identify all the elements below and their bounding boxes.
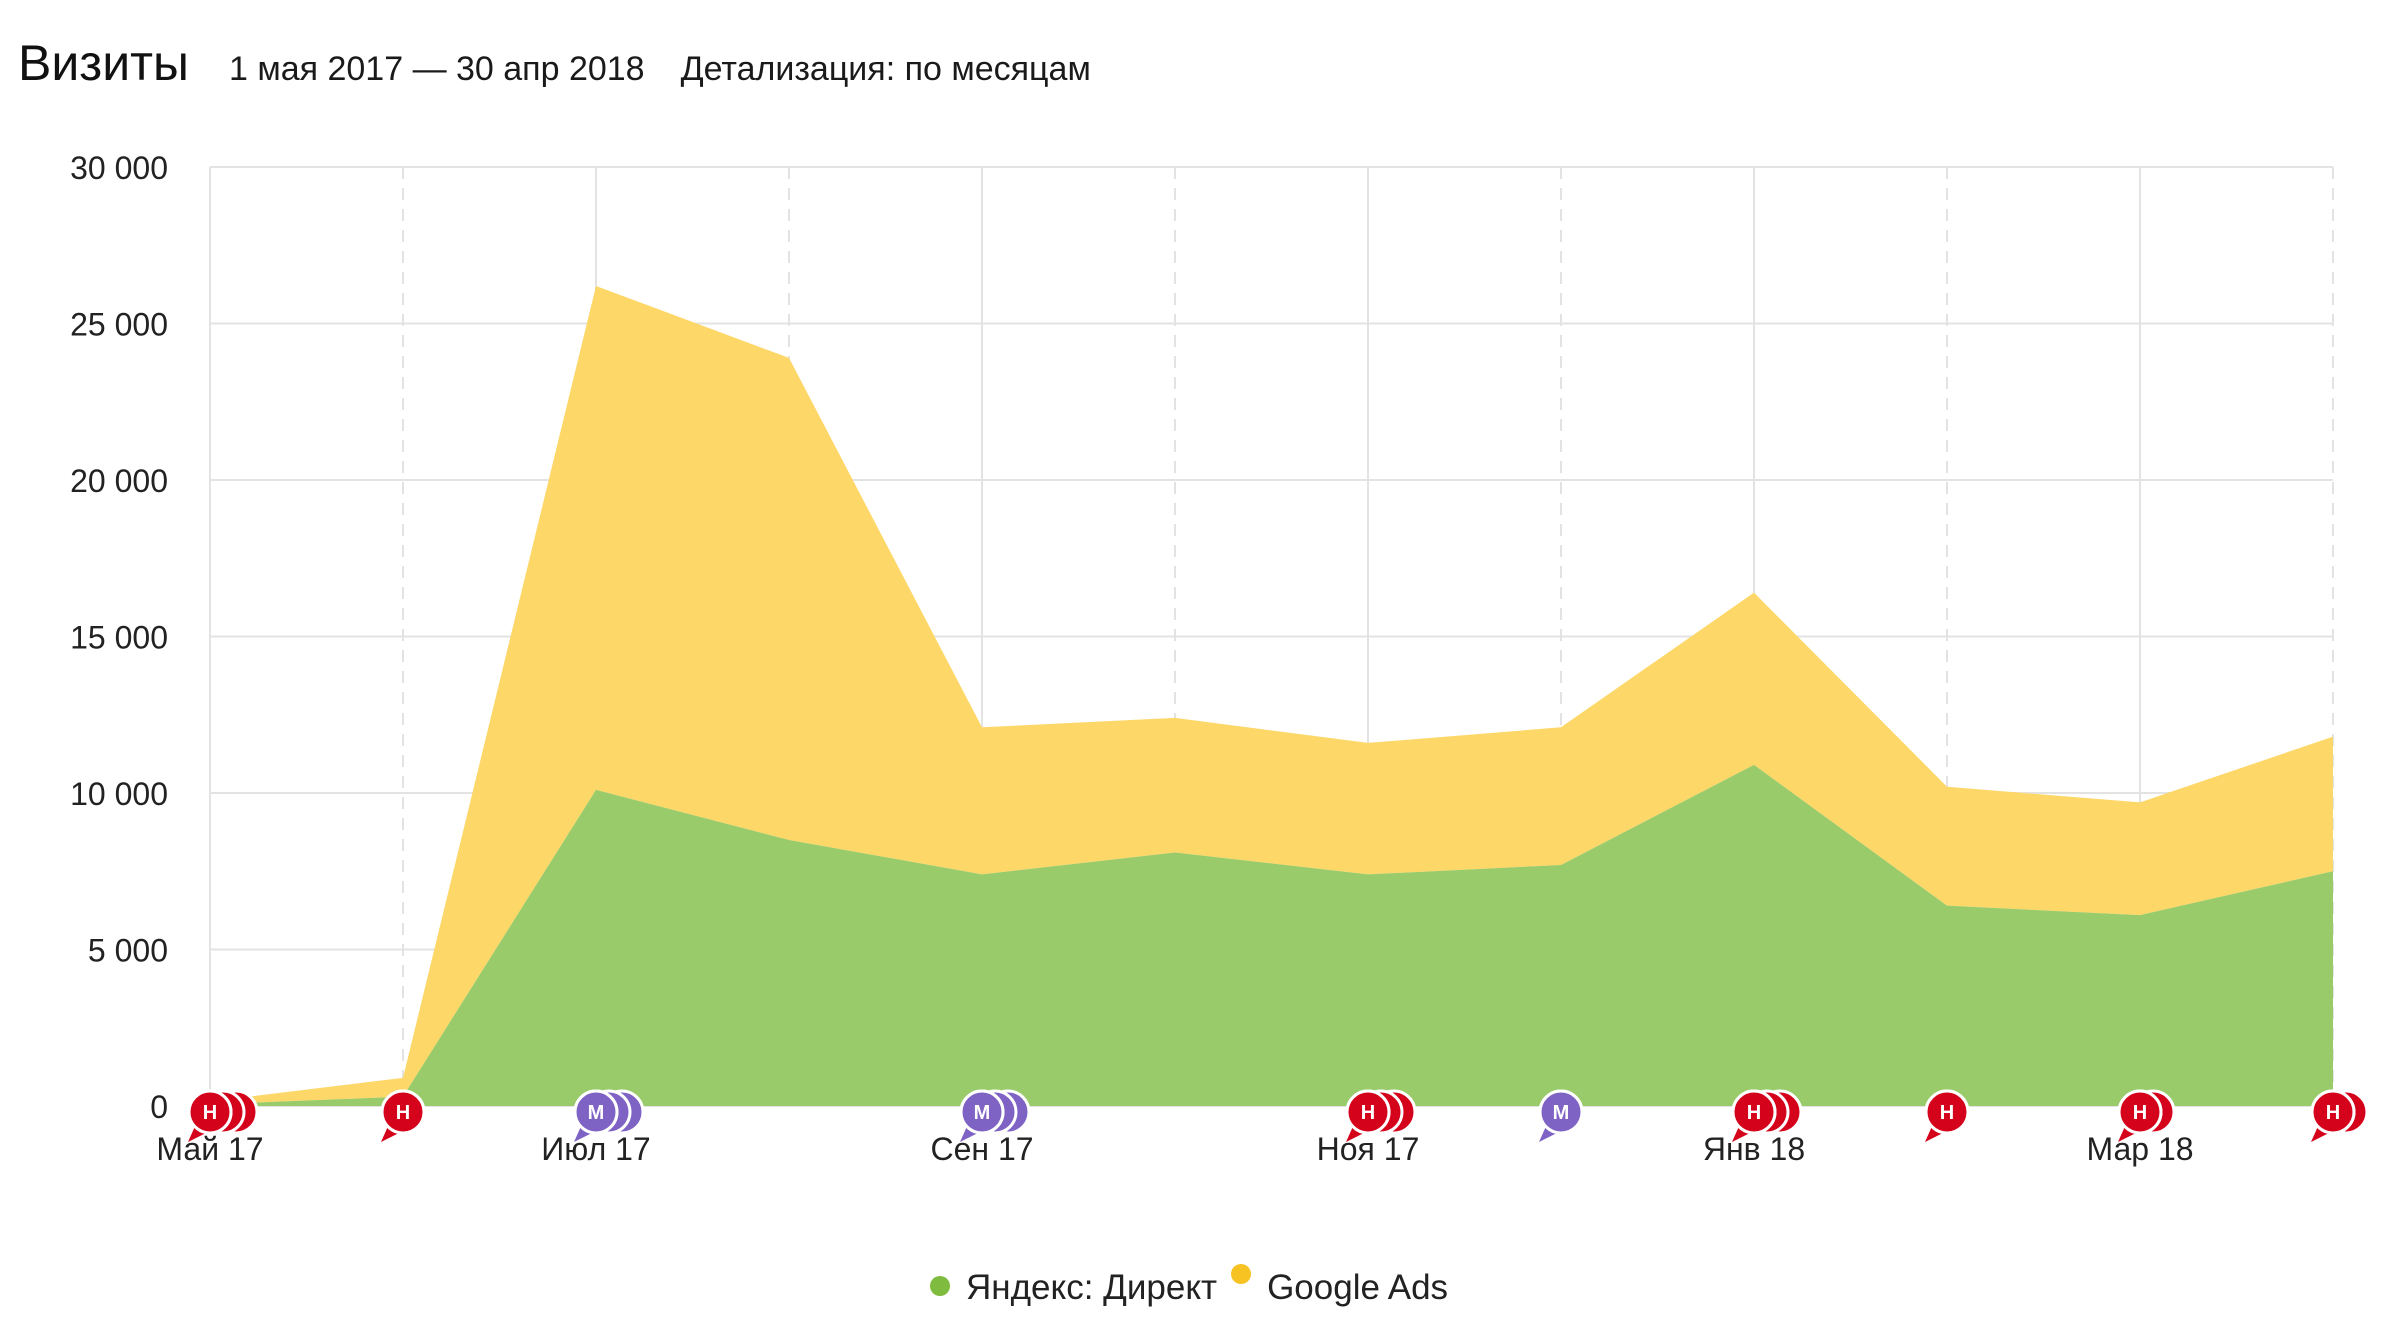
legend-label-google-ads: Google Ads	[1267, 1268, 1449, 1307]
annotation-bubble-front	[1924, 1089, 1970, 1135]
annotation-letter: Н	[2326, 1102, 2340, 1124]
annotation-bubble-front	[380, 1089, 426, 1135]
page-title: Визиты	[18, 35, 189, 91]
annotation-bubble-front	[187, 1089, 233, 1135]
x-tick-label: Ноя 17	[1317, 1131, 1420, 1167]
annotation-marker[interactable]: Н	[380, 1089, 426, 1142]
y-tick-label: 10 000	[70, 776, 168, 812]
annotation-marker[interactable]: М	[959, 1089, 1031, 1142]
legend-label-direct: Яндекс: Директ	[966, 1268, 1218, 1307]
annotation-marker[interactable]: Н	[1924, 1089, 1970, 1142]
x-tick-label: Мар 18	[2086, 1131, 2193, 1167]
annotation-marker[interactable]: Н	[2310, 1089, 2369, 1142]
annotation-bubble-front	[1345, 1089, 1391, 1135]
legend-item-google-ads[interactable]: Google Ads	[1231, 1264, 1449, 1308]
y-tick-label: 30 000	[70, 150, 168, 186]
legend-marker-direct	[930, 1276, 950, 1296]
annotation-letter: Н	[1361, 1102, 1375, 1124]
annotation-letter: М	[1553, 1102, 1570, 1124]
annotation-bubble-front	[2310, 1089, 2356, 1135]
annotation-letter: М	[588, 1102, 605, 1124]
y-tick-label: 5 000	[88, 933, 168, 969]
y-tick-label: 0	[150, 1089, 168, 1125]
annotation-bubble-front	[959, 1089, 1005, 1135]
legend-marker-google-ads	[1231, 1264, 1252, 1284]
legend-item-direct[interactable]: Яндекс: Директ	[930, 1268, 1217, 1308]
annotation-letter: Н	[2133, 1102, 2147, 1124]
annotation-marker[interactable]: М	[1538, 1089, 1584, 1142]
y-tick-label: 20 000	[70, 463, 168, 499]
annotation-bubble-front	[573, 1089, 619, 1135]
annotation-bubble-front	[2117, 1089, 2163, 1135]
annotation-letter: Н	[1940, 1102, 1954, 1124]
annotation-marker[interactable]: Н	[187, 1089, 259, 1142]
x-tick-label: Янв 18	[1703, 1131, 1805, 1167]
annotation-letter: Н	[396, 1102, 410, 1124]
series-area-direct	[210, 764, 2333, 1106]
chart-legend: Яндекс: Директ Google Ads	[930, 1264, 1462, 1308]
visits-area-chart: 0 5 000 10 000 15 000 20 000 25 000 30 000 Май …	[70, 150, 2369, 1167]
annotation-letter: Н	[1747, 1102, 1761, 1124]
y-tick-label: 25 000	[70, 307, 168, 343]
annotation-letter: Н	[203, 1102, 217, 1124]
annotation-marker[interactable]: Н	[1731, 1089, 1803, 1142]
y-tick-label: 15 000	[70, 620, 168, 656]
annotation-marker[interactable]: Н	[2117, 1089, 2176, 1142]
detail-level[interactable]: Детализация: по месяцам	[680, 50, 1091, 88]
x-tick-label: Июл 17	[541, 1131, 650, 1167]
annotation-letter: М	[974, 1102, 991, 1124]
x-tick-label: Сен 17	[930, 1131, 1033, 1167]
annotation-marker[interactable]: Н	[1345, 1089, 1417, 1142]
annotation-marker[interactable]: М	[573, 1089, 645, 1142]
series-area-google-ads	[210, 285, 2333, 1105]
annotation-bubble-front	[1538, 1089, 1584, 1135]
annotation-bubble-front	[1731, 1089, 1777, 1135]
date-range[interactable]: 1 мая 2017 — 30 апр 2018	[228, 50, 645, 88]
x-tick-label: Май 17	[156, 1131, 263, 1167]
chart-header: Визиты 1 мая 2017 — 30 апр 2018 Детализа…	[18, 34, 1127, 92]
